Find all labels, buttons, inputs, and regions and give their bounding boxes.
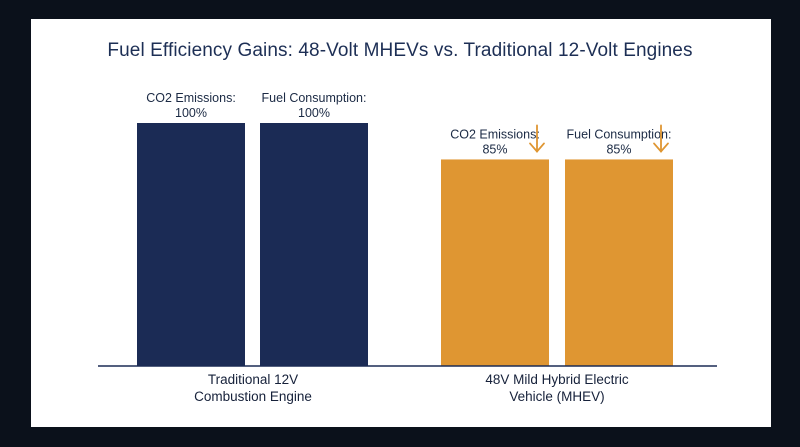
bar-value-label: 85% xyxy=(482,142,507,156)
down-arrow-icon xyxy=(653,124,669,153)
bar-value-label: 85% xyxy=(606,142,631,156)
category-label: 48V Mild Hybrid Electric xyxy=(485,372,629,387)
bar xyxy=(441,159,549,366)
bar-value-label: 100% xyxy=(298,106,330,120)
category-label: Traditional 12V xyxy=(208,372,298,387)
bar xyxy=(565,159,673,366)
down-arrow-icon xyxy=(529,124,545,153)
bar xyxy=(137,123,245,366)
bar-value-label: 100% xyxy=(175,106,207,120)
bar-label: Fuel Consumption: xyxy=(262,91,367,105)
chart-title: Fuel Efficiency Gains: 48-Volt MHEVs vs.… xyxy=(107,40,693,61)
category-label: Combustion Engine xyxy=(194,389,312,404)
bar-label: CO2 Emissions: xyxy=(146,91,236,105)
bar xyxy=(260,123,368,366)
bar-label: CO2 Emissions: xyxy=(450,127,540,141)
category-label: Vehicle (MHEV) xyxy=(509,389,604,404)
bar-label: Fuel Consumption: xyxy=(567,127,672,141)
